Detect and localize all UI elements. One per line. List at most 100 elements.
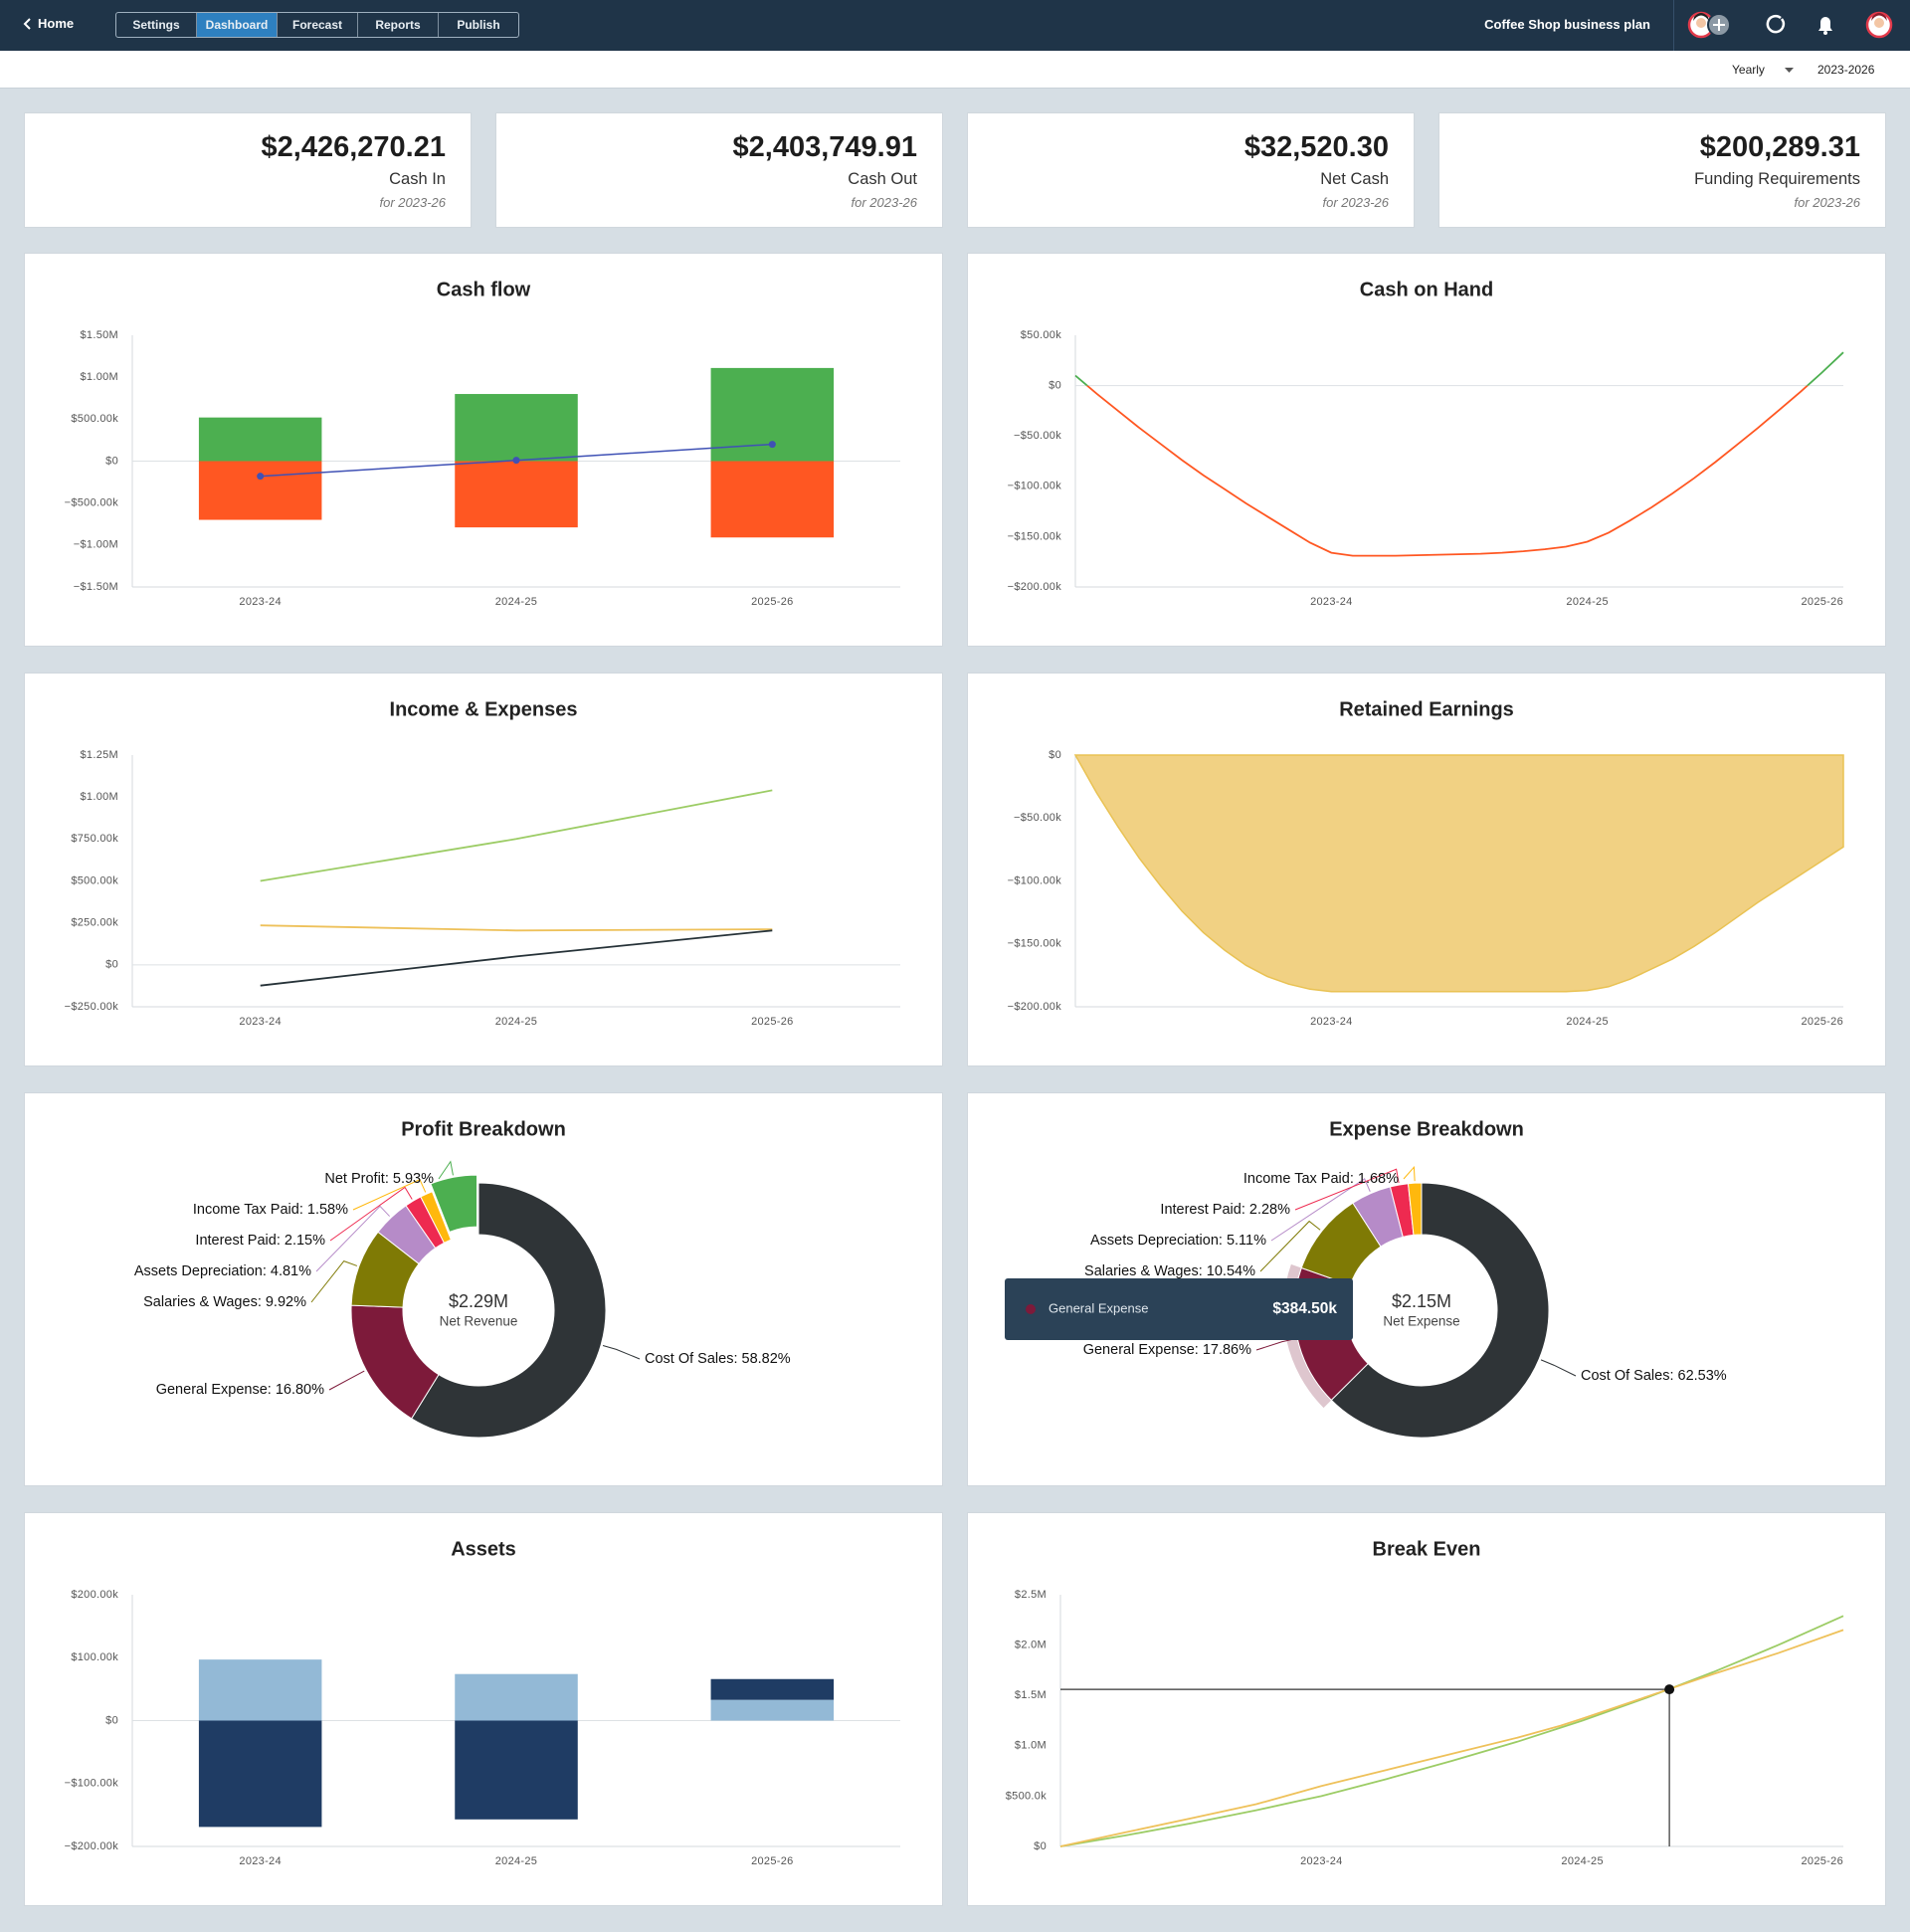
y-tick-label: $2.5M bbox=[1015, 1589, 1047, 1601]
line bbox=[260, 789, 773, 882]
y-tick-label: $500.00k bbox=[71, 874, 118, 886]
tooltip-label: General Expense bbox=[1049, 1300, 1148, 1315]
nav-tab[interactable]: Publish bbox=[438, 13, 518, 37]
y-tick-label: $500.0k bbox=[1006, 1790, 1047, 1802]
x-tick-label: 2025-26 bbox=[751, 1855, 793, 1867]
bar bbox=[455, 394, 578, 462]
x-tick-label: 2024-25 bbox=[1566, 1016, 1608, 1028]
home-button[interactable]: Home bbox=[22, 16, 74, 31]
leader-line bbox=[602, 1345, 641, 1360]
center-label: Net Expense bbox=[1383, 1314, 1459, 1329]
line-negative bbox=[1085, 385, 1810, 557]
data-label: General Expense: 16.80% bbox=[156, 1382, 324, 1398]
chart: Cash flow −$1.50M −$1.00M −$500.00k $0 $500.0… bbox=[65, 279, 900, 608]
bar bbox=[198, 1720, 322, 1828]
range-select[interactable]: 2023-2026 bbox=[1817, 63, 1875, 77]
data-label: Salaries & Wages: 9.92% bbox=[143, 1294, 306, 1310]
chart-card: Expense Breakdown Cost Of Sales: 62.53% Ge… bbox=[967, 1092, 1886, 1486]
kpi-value: $200,289.31 bbox=[1699, 131, 1860, 163]
data-label: Interest Paid: 2.28% bbox=[1160, 1202, 1290, 1218]
y-tick-label: $0 bbox=[105, 1714, 118, 1726]
nav-tab[interactable]: Forecast bbox=[277, 13, 357, 37]
leader-line bbox=[329, 1186, 413, 1242]
leader-line bbox=[1270, 1178, 1371, 1242]
chart-title: Assets bbox=[451, 1538, 516, 1560]
chart: Assets −$200.00k −$100.00k $0 $100.00k $200.0… bbox=[65, 1538, 900, 1867]
break-even-point bbox=[1664, 1684, 1675, 1695]
donut-slice bbox=[1407, 1182, 1423, 1236]
tooltip-box bbox=[1005, 1278, 1353, 1340]
x-tick-label: 2024-25 bbox=[495, 596, 537, 608]
chart-card: Profit Breakdown Cost Of Sales: 58.82% Gen… bbox=[24, 1092, 943, 1486]
leader-line bbox=[1403, 1165, 1416, 1182]
kpi-note: for 2023-26 bbox=[1322, 195, 1390, 210]
kpi-label: Cash Out bbox=[848, 170, 917, 188]
leader-line bbox=[315, 1205, 390, 1272]
line bbox=[1059, 1629, 1844, 1847]
x-tick-label: 2024-25 bbox=[495, 1016, 537, 1028]
leader-line bbox=[352, 1178, 427, 1211]
nav-tabs: Settings Dashboard Forecast Reports Publish bbox=[115, 12, 519, 38]
x-tick-label: 2025-26 bbox=[751, 596, 793, 608]
x-tick-label: 2023-24 bbox=[1310, 596, 1352, 608]
x-tick-label: 2023-24 bbox=[1300, 1855, 1342, 1867]
kpi-value: $32,520.30 bbox=[1243, 131, 1389, 163]
y-tick-label: $1.00M bbox=[81, 371, 119, 383]
y-tick-label: $750.00k bbox=[71, 833, 118, 845]
kpi-label: Cash In bbox=[389, 170, 446, 188]
kpi-note: for 2023-26 bbox=[851, 195, 918, 210]
chevron-icon bbox=[23, 17, 31, 30]
y-tick-label: $500.00k bbox=[71, 413, 118, 425]
y-tick-label: $0 bbox=[105, 455, 118, 467]
home-label: Home bbox=[38, 16, 75, 31]
y-tick-label: −$50.00k bbox=[1014, 430, 1061, 442]
donut-slice bbox=[1330, 1182, 1550, 1439]
nav-tab[interactable]: Reports bbox=[357, 13, 438, 37]
chart: Retained Earnings −$200.00k −$150.00k −$100… bbox=[1008, 698, 1844, 1028]
bar bbox=[198, 1659, 322, 1721]
chart: Income & Expenses −$250.00k $0 $250.00k $500… bbox=[65, 698, 900, 1028]
chart-card: Cash on Hand −$200.00k −$150.00k −$100.00k −… bbox=[967, 253, 1886, 647]
kpi-card: $2,403,749.91 Cash Out for 2023-26 bbox=[495, 112, 943, 228]
kpi-label: Net Cash bbox=[1320, 170, 1389, 188]
y-tick-label: $0 bbox=[1049, 380, 1061, 392]
refresh-icon[interactable] bbox=[1766, 14, 1786, 34]
y-tick-label: $0 bbox=[1034, 1840, 1047, 1852]
period-select[interactable]: Yearly bbox=[1732, 63, 1765, 77]
leader-line bbox=[1540, 1359, 1577, 1377]
y-tick-label: $1.50M bbox=[81, 329, 119, 341]
y-tick-label: −$100.00k bbox=[65, 1778, 119, 1790]
kpi-note: for 2023-26 bbox=[1794, 195, 1861, 210]
y-tick-label: −$200.00k bbox=[65, 1840, 119, 1852]
y-tick-label: $1.25M bbox=[81, 749, 119, 761]
point bbox=[768, 441, 776, 449]
nav-tab[interactable]: Settings bbox=[132, 18, 180, 32]
y-tick-label: −$1.00M bbox=[74, 539, 118, 551]
tooltip-swatch bbox=[1026, 1304, 1036, 1314]
chart-card: Retained Earnings −$200.00k −$150.00k −$100… bbox=[967, 673, 1886, 1066]
bar bbox=[455, 1673, 578, 1721]
line bbox=[260, 929, 773, 987]
data-label: General Expense: 17.86% bbox=[1083, 1342, 1251, 1358]
y-tick-label: −$200.00k bbox=[1008, 581, 1062, 593]
y-tick-label: $200.00k bbox=[71, 1589, 118, 1601]
bar bbox=[710, 461, 835, 538]
data-label: Income Tax Paid: 1.58% bbox=[193, 1202, 348, 1218]
x-tick-label: 2023-24 bbox=[1310, 1016, 1352, 1028]
chart-title: Profit Breakdown bbox=[401, 1118, 566, 1140]
user-avatar[interactable] bbox=[1865, 11, 1893, 39]
leader-line bbox=[1259, 1220, 1321, 1272]
avatar-group[interactable] bbox=[1687, 11, 1731, 39]
kpi-note: for 2023-26 bbox=[379, 195, 447, 210]
bell-icon[interactable] bbox=[1818, 17, 1832, 35]
sub-bar: Yearly 2023-2026 bbox=[0, 51, 1910, 89]
center-value: $2.15M bbox=[1392, 1291, 1451, 1311]
data-label: Assets Depreciation: 4.81% bbox=[134, 1263, 311, 1279]
chart-title: Retained Earnings bbox=[1339, 698, 1514, 720]
nav-tab[interactable]: Dashboard bbox=[196, 13, 277, 37]
chart-card: Cash flow −$1.50M −$1.00M −$500.00k $0 $500.0… bbox=[24, 253, 943, 647]
y-tick-label: −$150.00k bbox=[1008, 938, 1062, 950]
y-tick-label: −$100.00k bbox=[1008, 481, 1062, 492]
x-tick-label: 2023-24 bbox=[239, 1016, 281, 1028]
point bbox=[512, 457, 520, 465]
